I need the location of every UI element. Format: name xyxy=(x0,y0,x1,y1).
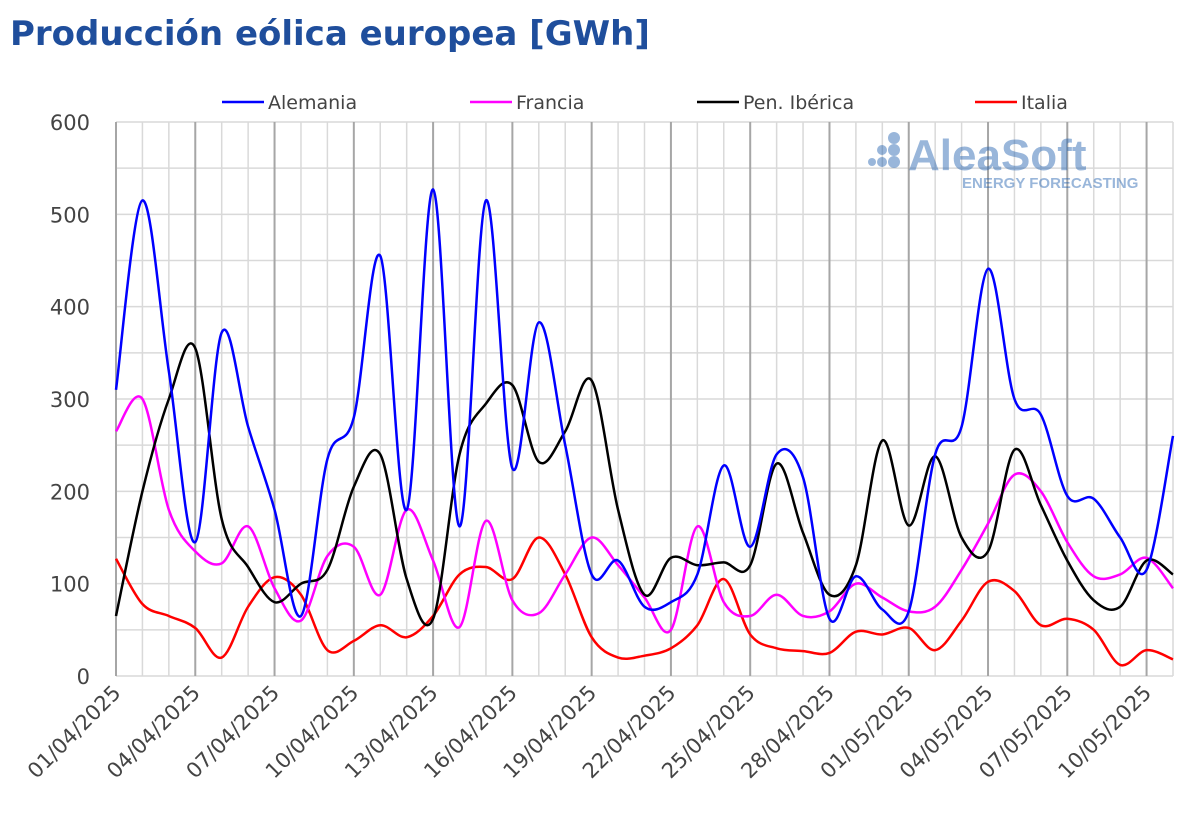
chart-title: Producción eólica europea [GWh] xyxy=(10,14,650,54)
logo-brand: AleaSoft xyxy=(908,131,1087,180)
legend-label: Italia xyxy=(1021,92,1068,114)
logo-dot xyxy=(877,157,887,167)
series-points xyxy=(115,398,1174,630)
y-tick-label: 200 xyxy=(50,480,90,504)
logo-tagline: ENERGY FORECASTING xyxy=(962,175,1138,192)
series-line-pen-ib-rica xyxy=(114,342,1174,627)
logo-dot xyxy=(888,156,900,168)
logo-dot xyxy=(868,158,876,166)
y-tick-label: 300 xyxy=(50,388,90,412)
logo-dot xyxy=(888,144,900,156)
logo-dot xyxy=(877,145,887,155)
y-tick-label: 0 xyxy=(77,665,90,689)
y-tick-label: 400 xyxy=(50,296,90,320)
series-points xyxy=(115,189,1174,619)
series-points xyxy=(115,348,1174,619)
logo-dot xyxy=(888,132,900,144)
legend-label: Francia xyxy=(516,92,584,114)
y-tick-label: 100 xyxy=(50,573,90,597)
legend-label: Pen. Ibérica xyxy=(743,92,854,114)
y-tick-label: 600 xyxy=(50,111,90,135)
y-tick-label: 500 xyxy=(50,203,90,227)
legend-label: Alemania xyxy=(268,92,357,114)
